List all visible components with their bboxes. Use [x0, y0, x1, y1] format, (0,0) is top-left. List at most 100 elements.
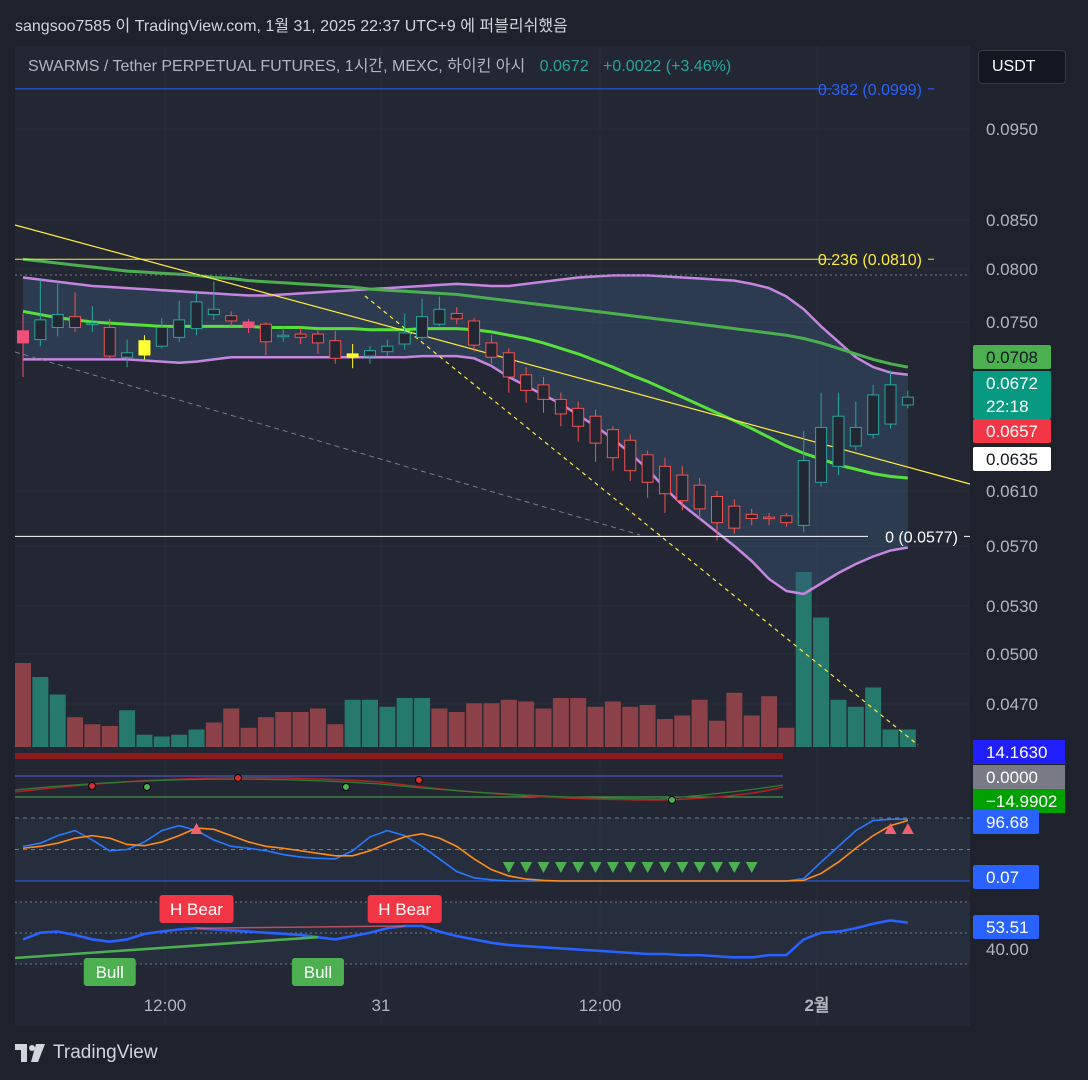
macd-cross-dot [668, 796, 676, 804]
candle-body [138, 340, 151, 356]
volume-bar [726, 692, 743, 747]
volume-bar [171, 734, 188, 747]
candle-body [468, 320, 481, 346]
price-tag-bg [973, 447, 1051, 471]
rsi-bull-label-bg [83, 958, 136, 986]
volume-bar [327, 724, 344, 747]
chart-title: SWARMS / Tether PERPETUAL FUTURES, 1시간, … [28, 57, 731, 75]
volume-bar [709, 720, 725, 747]
volume-bar [362, 699, 378, 747]
macd-green-line [14, 778, 784, 800]
stoch-bull-marker [641, 862, 654, 873]
stoch-bull-marker [520, 862, 533, 873]
stoch-bull-marker [693, 862, 706, 873]
price-tag-time: 22:18 [986, 397, 1029, 416]
volume-bar [882, 729, 899, 747]
price-tag-bg [973, 371, 1051, 419]
band-upper-line [22, 274, 909, 377]
candle-body [624, 439, 637, 472]
candle-body [589, 415, 602, 444]
price-axis: 0.0950 0.0850 0.0800 0.0750 0.0610 0.0570 0.05… [986, 120, 1038, 714]
candle-body [433, 308, 446, 325]
fib-label: 0.382 (0.0999) [818, 82, 922, 99]
candle-body [103, 327, 116, 357]
price-tag-text: 0.0708 [986, 348, 1038, 367]
price-tick-label: 0.0500 [986, 645, 1038, 664]
fib-label: 0.236 (0.0810) [818, 252, 922, 269]
candle-body [728, 505, 741, 529]
rsi-bull-label: Bull [304, 963, 332, 982]
candle-body [34, 319, 47, 341]
candle-body [69, 316, 82, 329]
macd-hist-bar [15, 753, 783, 759]
trendline-gray-dashed [14, 351, 641, 536]
brand-name: TradingView [53, 1042, 158, 1063]
volume-bar [205, 722, 222, 747]
volume-bar [604, 701, 621, 747]
last-price: 0.0672 [540, 58, 589, 75]
volume-bar [847, 706, 864, 747]
volume-bar [344, 699, 361, 747]
volume-bar [136, 734, 153, 747]
candle-body [502, 352, 515, 378]
stoch-bear-marker [190, 823, 203, 834]
volume-bar [101, 726, 118, 747]
volume-bar [379, 706, 396, 747]
volume-bar [743, 715, 760, 747]
rsi-bear-label: H Bear [378, 900, 431, 919]
volume-bar [518, 701, 535, 747]
candle-body [294, 333, 307, 338]
stoch-bull-marker [572, 862, 585, 873]
stoch-tag-text: 0.07 [986, 868, 1019, 887]
candle-body [329, 340, 342, 359]
stoch-bull-marker [624, 862, 637, 873]
volume-bar [570, 698, 587, 747]
currency-button[interactable]: USDT [978, 50, 1066, 84]
rsi-tag-text: 53.51 [986, 918, 1029, 937]
rsi-bull-label-bg [291, 958, 344, 986]
volume-bar [535, 708, 552, 747]
volume-bar [32, 677, 49, 747]
stoch-bull-marker [745, 862, 758, 873]
stoch-bull-marker [658, 862, 671, 873]
candle-body [849, 426, 862, 447]
candle-body [485, 342, 498, 358]
candle-body [537, 384, 550, 400]
candle-body [242, 321, 255, 328]
candle-body [173, 319, 186, 338]
fib-label: 0 (0.0577) [885, 529, 958, 546]
price-tick-label: 0.0750 [986, 313, 1038, 332]
stoch-bull-marker [537, 862, 550, 873]
price-tag-text: 0.0672 [986, 374, 1038, 393]
candle-body [676, 474, 689, 502]
volume-bar [240, 727, 257, 747]
volume-bar [865, 687, 882, 747]
candle-body [572, 407, 585, 427]
price-tick-label: 0.0530 [986, 597, 1038, 616]
currency-label: USDT [992, 58, 1036, 75]
time-tick-label: 12:00 [579, 996, 622, 1015]
volume-bar [622, 706, 639, 747]
price-tick-label: 0.0570 [986, 537, 1038, 556]
macd-cross-dot [234, 774, 242, 782]
candle-body [346, 353, 359, 358]
ma-fast-line [22, 309, 908, 480]
publish-line: sangsoo7585 이 TradingView.com, 1월 31, 20… [15, 18, 568, 35]
volume-bar [778, 727, 795, 747]
stoch-bull-marker [676, 862, 689, 873]
candle-body [815, 426, 828, 483]
time-tick-label: 2월 [804, 996, 829, 1015]
rsi-bull-label: Bull [96, 963, 124, 982]
stoch-bear-marker [884, 823, 897, 834]
stoch-tag-bg [973, 810, 1039, 834]
volume-bar [500, 699, 517, 747]
volume-bar [396, 698, 413, 747]
fib-levels: 0.382 (0.0999) 0.236 (0.0810) 0 (0.0577) [15, 82, 970, 546]
tradingview-logo-icon [15, 1044, 45, 1062]
candle-body [121, 352, 134, 358]
candle-body [51, 314, 64, 328]
macd-tag-text: 0.0000 [986, 768, 1038, 787]
volume-bar [795, 572, 812, 747]
rsi-bear-label-bg [159, 895, 234, 923]
